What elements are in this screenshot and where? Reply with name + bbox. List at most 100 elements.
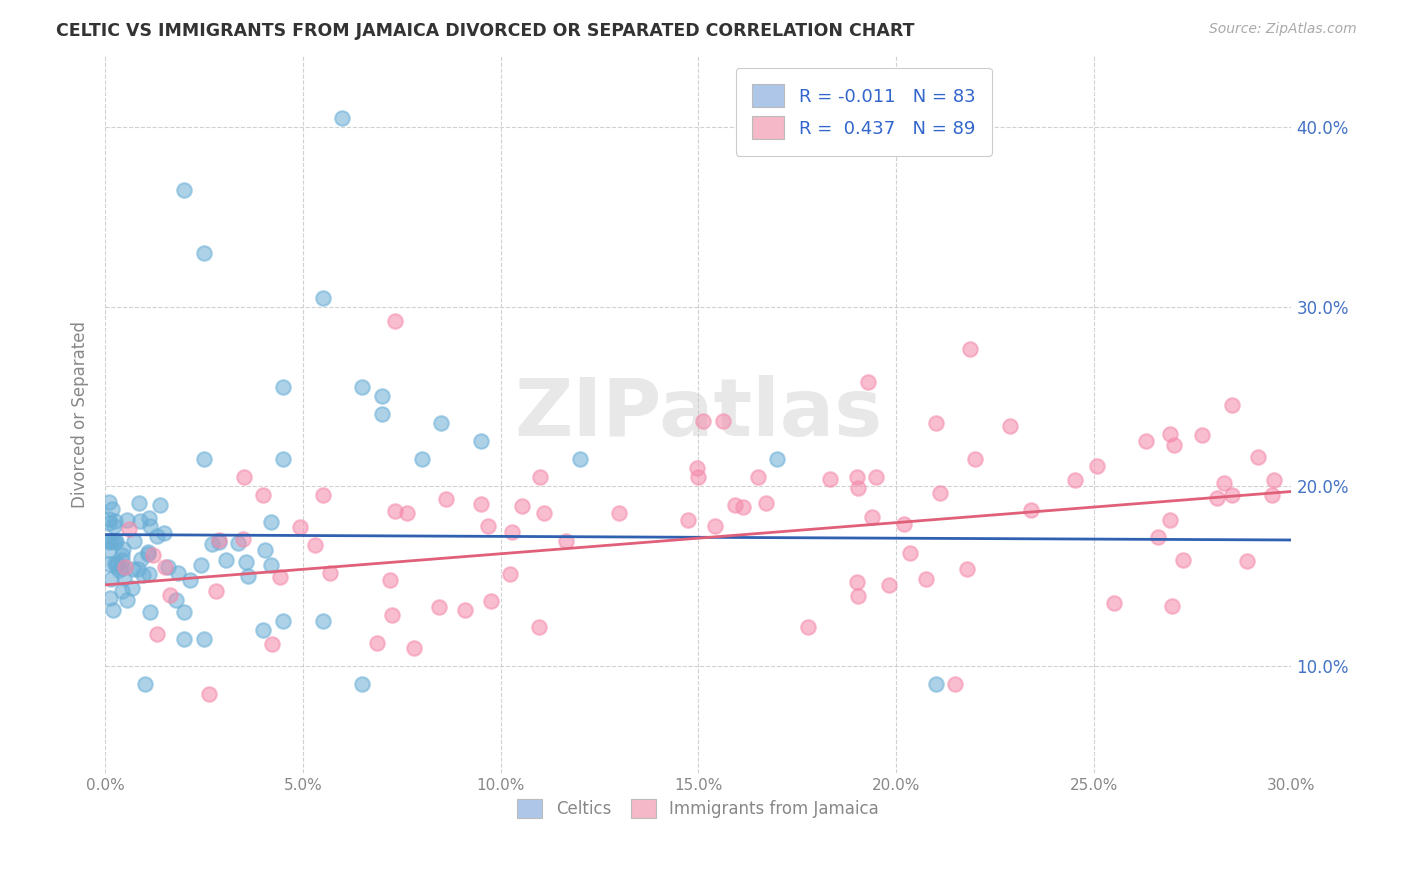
Point [104,534,127,549]
Point [470,434,492,449]
Point [865,470,887,484]
Point [312,488,335,502]
Point [845,470,868,484]
Point [145,529,167,543]
Point [110,584,132,599]
Point [1213,475,1236,490]
Point [201,537,224,551]
Point [501,524,523,539]
Point [111,542,134,557]
Point [98,516,121,530]
Point [142,549,165,563]
Point [915,572,938,586]
Point [269,569,291,583]
Point [152,525,174,540]
Point [98,512,121,526]
Point [129,551,152,566]
Point [173,605,195,619]
Point [711,414,734,428]
Point [111,552,134,566]
Point [797,620,820,634]
Point [138,511,160,525]
Point [454,602,477,616]
Point [205,583,228,598]
Point [858,376,880,390]
Point [156,560,179,574]
Point [366,636,388,650]
Point [731,500,754,514]
Point [98,534,121,549]
Point [1064,473,1087,487]
Point [527,620,550,634]
Point [688,470,710,484]
Point [165,592,187,607]
Point [111,561,134,575]
Point [215,553,238,567]
Point [477,519,499,533]
Point [860,509,883,524]
Point [555,533,578,548]
Point [1263,473,1285,487]
Point [260,516,283,530]
Point [395,506,418,520]
Point [235,555,257,569]
Point [236,569,259,583]
Point [1160,599,1182,614]
Point [252,623,274,637]
Point [318,566,340,580]
Legend: Celtics, Immigrants from Jamaica: Celtics, Immigrants from Jamaica [509,790,887,826]
Point [998,418,1021,433]
Point [271,614,294,628]
Point [352,380,374,394]
Point [105,556,128,570]
Point [1220,398,1243,412]
Point [98,535,121,549]
Point [1247,450,1270,465]
Point [208,533,231,548]
Point [1102,596,1125,610]
Point [271,380,294,394]
Point [352,676,374,690]
Point [312,614,335,628]
Point [686,460,709,475]
Point [1019,503,1042,517]
Point [127,562,149,576]
Point [1163,438,1185,452]
Point [232,533,254,547]
Point [724,498,747,512]
Point [1159,426,1181,441]
Point [138,567,160,582]
Point [149,498,172,512]
Point [290,520,312,534]
Point [167,566,190,581]
Point [118,522,141,536]
Point [101,501,124,516]
Point [676,513,699,527]
Point [1171,553,1194,567]
Point [122,533,145,548]
Point [134,676,156,690]
Point [110,548,132,562]
Point [193,632,215,646]
Point [1085,458,1108,473]
Point [117,593,139,607]
Point [1220,488,1243,502]
Point [121,582,143,596]
Point [252,488,274,502]
Point [208,535,231,549]
Point [692,414,714,428]
Point [104,559,127,574]
Point [510,499,533,513]
Point [159,589,181,603]
Point [260,637,283,651]
Point [479,594,502,608]
Point [378,573,401,587]
Point [179,573,201,587]
Point [747,470,769,484]
Point [260,558,283,573]
Point [136,547,159,561]
Point [104,556,127,570]
Point [138,605,160,619]
Point [943,676,966,690]
Point [404,641,426,656]
